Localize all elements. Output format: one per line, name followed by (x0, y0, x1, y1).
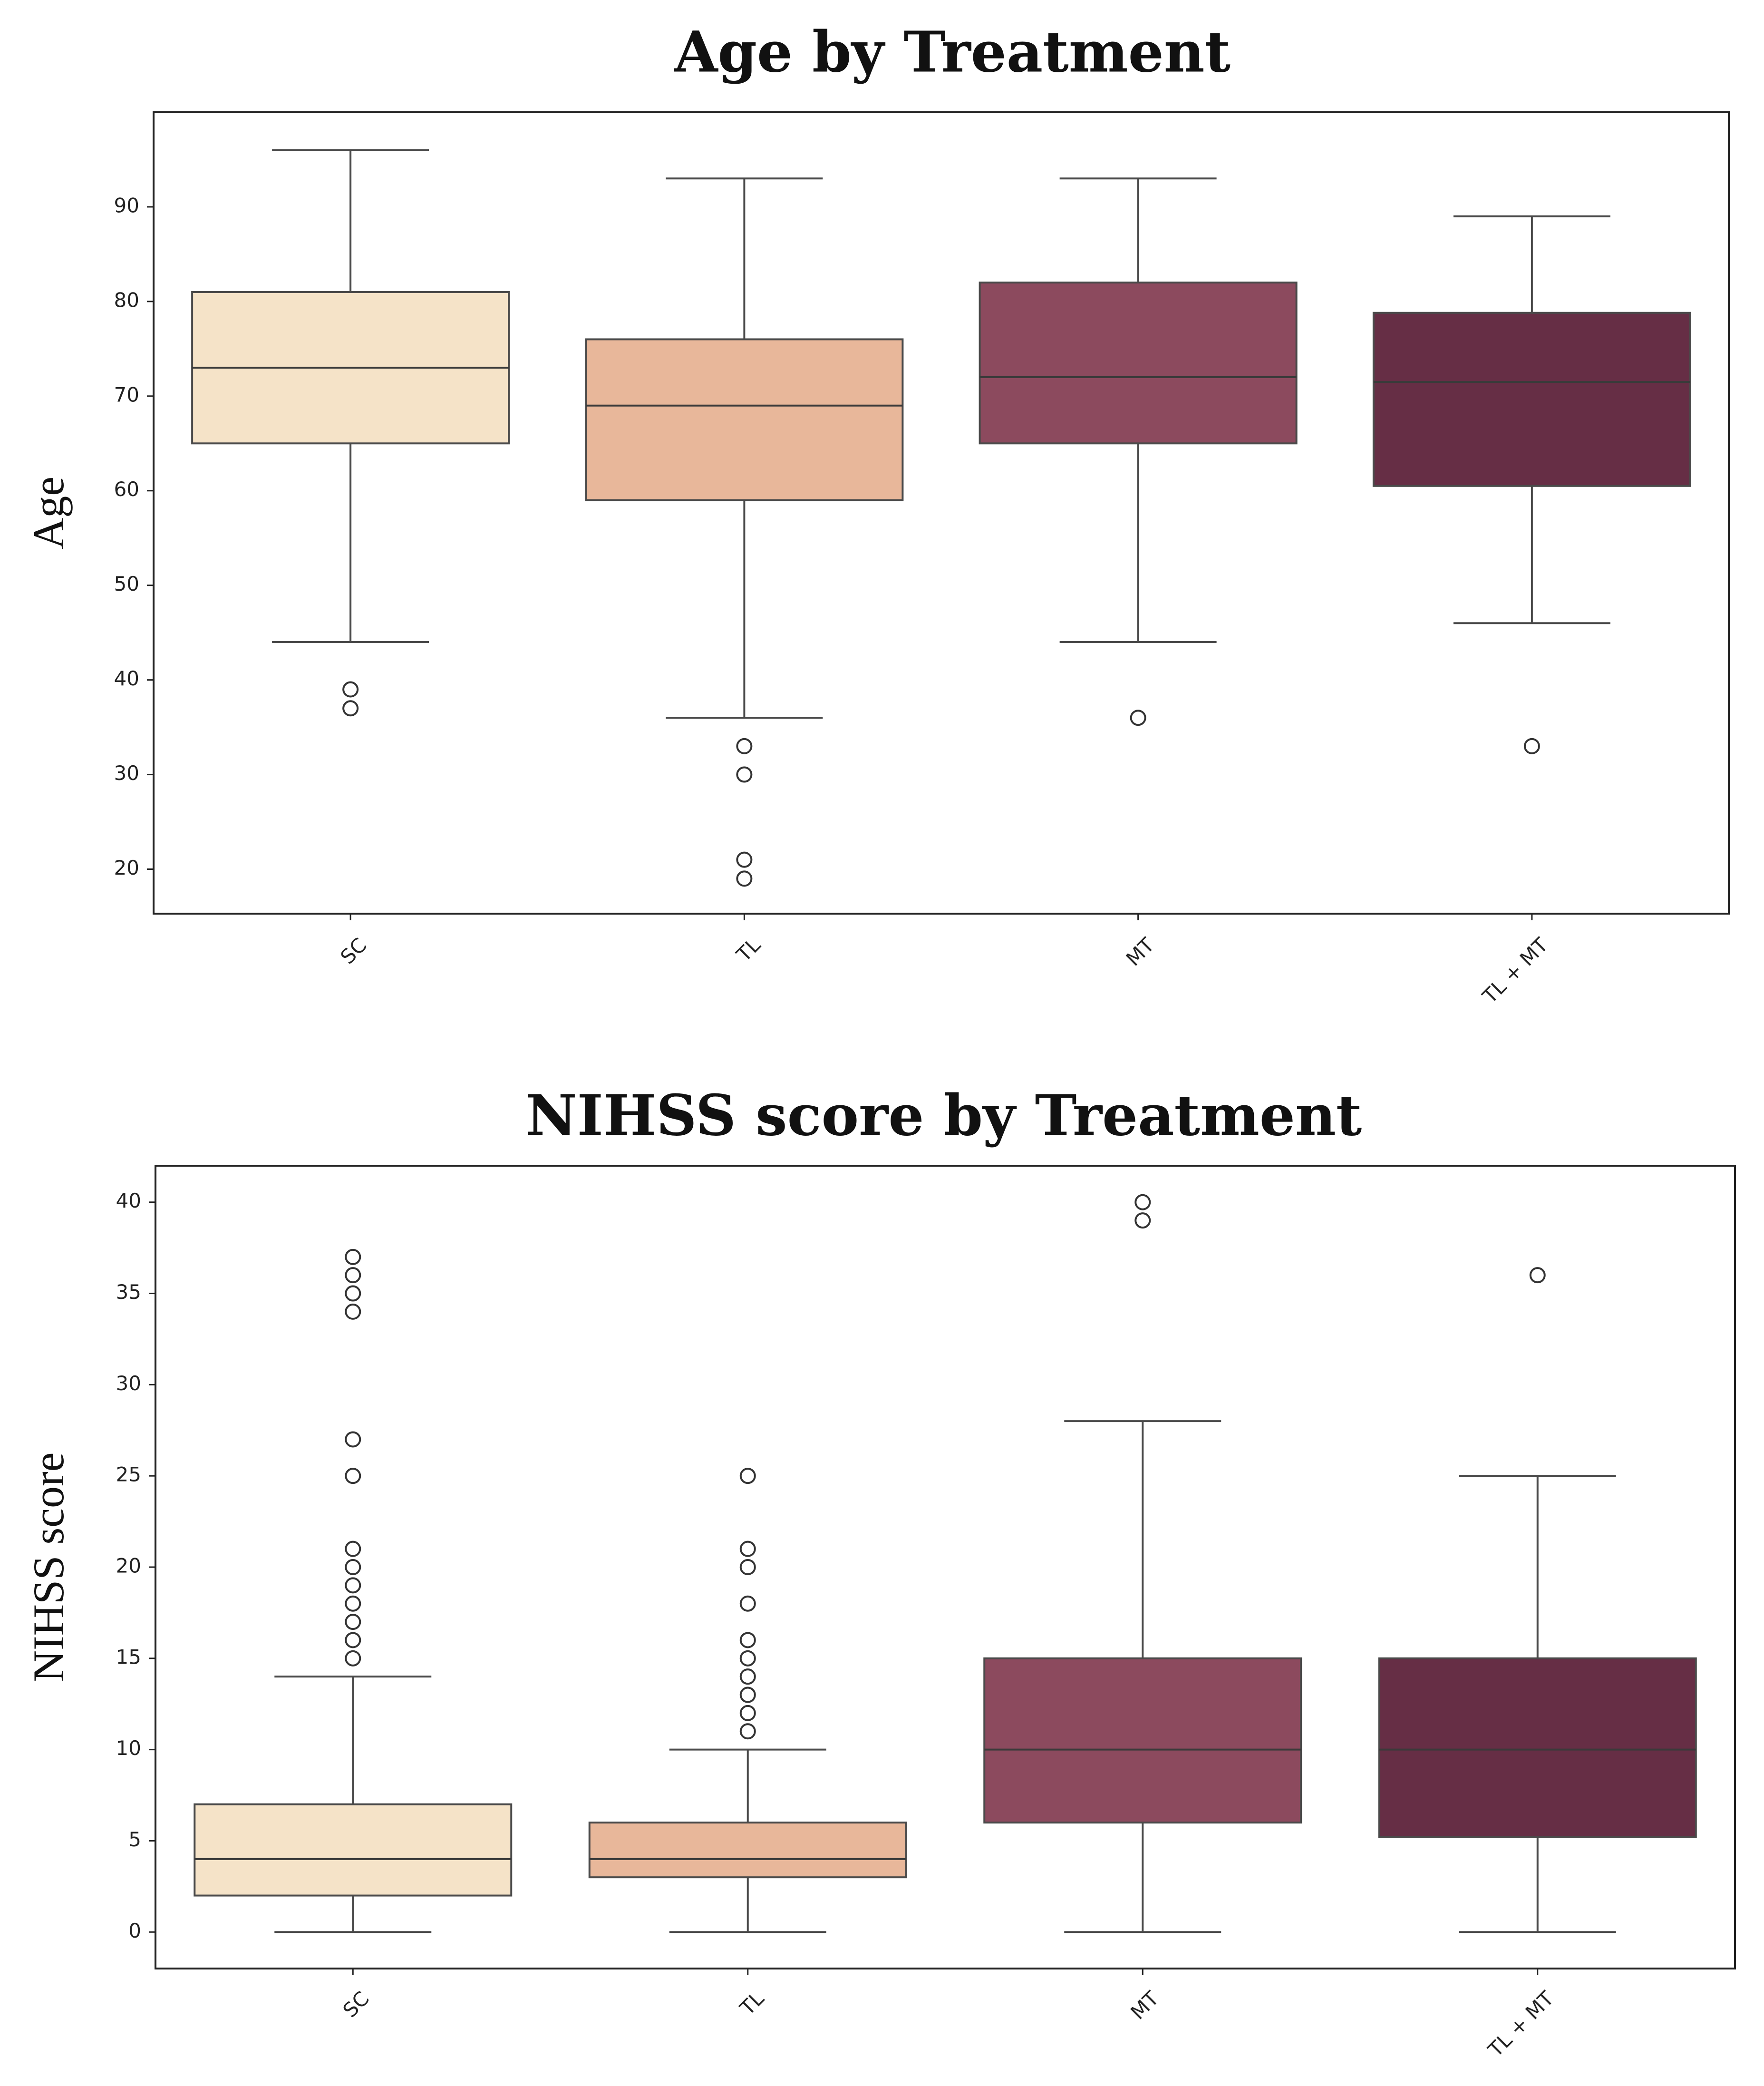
outlier-point (345, 1577, 361, 1594)
outlier-point (1134, 1194, 1151, 1210)
iqr-box (979, 282, 1298, 445)
outlier-point (1130, 710, 1146, 726)
y-tick-label: 50 (114, 572, 139, 595)
outlier-point (739, 1595, 756, 1612)
y-tick-label: 60 (114, 478, 139, 501)
outlier-point (736, 870, 753, 887)
iqr-box (1378, 1657, 1697, 1838)
outlier-point (739, 1723, 756, 1740)
y-tick-label: 80 (114, 288, 139, 312)
outlier-point (736, 766, 753, 783)
outlier-point (736, 851, 753, 868)
box-tl (585, 177, 904, 887)
x-tick-label: MT (1122, 933, 1159, 971)
outlier-point (739, 1559, 756, 1575)
outlier-point (345, 1431, 361, 1448)
chart-title: NIHSS score by Treatment (526, 1082, 1362, 1149)
y-tick-label: 5 (128, 1828, 141, 1851)
y-axis-label: Age (24, 477, 73, 549)
iqr-box (194, 1803, 513, 1897)
plot-frame (155, 1165, 1736, 1969)
y-tick-label: 40 (116, 1189, 141, 1212)
outlier-point (345, 1540, 361, 1557)
iqr-box (585, 338, 904, 501)
outlier-point (345, 1595, 361, 1612)
box-tl-mt (1378, 1267, 1697, 1933)
outlier-point (345, 1303, 361, 1320)
plot-frame (153, 111, 1730, 915)
y-tick-label: 0 (128, 1919, 141, 1942)
outlier-point (739, 1632, 756, 1648)
box-sc (191, 149, 510, 717)
outlier-point (345, 1650, 361, 1667)
iqr-box (588, 1822, 907, 1879)
x-tick-label: SC (338, 1987, 373, 2022)
outlier-point (739, 1686, 756, 1703)
x-tick-label: TL + MT (1478, 933, 1553, 1008)
outlier-point (1529, 1267, 1546, 1284)
y-tick-label: 70 (114, 383, 139, 406)
x-tick-label: TL (732, 933, 765, 966)
chart-title: Age by Treatment (674, 19, 1231, 85)
y-tick-label: 90 (114, 194, 139, 217)
outlier-point (345, 1632, 361, 1648)
outlier-point (345, 1614, 361, 1630)
outlier-point (739, 1668, 756, 1685)
iqr-box (983, 1657, 1302, 1824)
y-tick-label: 15 (116, 1645, 141, 1668)
y-tick-label: 30 (114, 761, 139, 785)
outlier-point (739, 1540, 756, 1557)
outlier-point (345, 1468, 361, 1484)
y-tick-label: 25 (116, 1463, 141, 1486)
outlier-point (342, 700, 359, 717)
y-tick-label: 30 (116, 1372, 141, 1395)
box-mt (983, 1194, 1302, 1933)
box-mt (979, 177, 1298, 726)
outlier-point (345, 1559, 361, 1575)
y-tick-label: 20 (116, 1554, 141, 1578)
y-axis-label: NIHSS score (24, 1452, 73, 1682)
outlier-point (736, 738, 753, 754)
y-tick-label: 40 (114, 667, 139, 690)
y-tick-label: 35 (116, 1280, 141, 1304)
outlier-point (739, 1650, 756, 1667)
outlier-point (1134, 1212, 1151, 1229)
x-tick-label: TL (735, 1987, 768, 2020)
outlier-point (1523, 738, 1540, 754)
x-tick-label: TL + MT (1483, 1987, 1559, 2062)
y-tick-label: 10 (116, 1736, 141, 1760)
box-tl-mt (1372, 215, 1691, 754)
iqr-box (1372, 312, 1691, 487)
y-tick-label: 20 (114, 856, 139, 879)
x-tick-label: SC (336, 933, 371, 968)
x-tick-label: MT (1126, 1987, 1163, 2024)
outlier-point (345, 1267, 361, 1284)
chart-1: Age by Treatment Age 20 30 40 50 60 70 80 90 SC TL M… (24, 19, 1730, 1008)
box-tl (588, 1468, 907, 1933)
chart-2: NIHSS score by Treatment NIHSS score 0 5 10 1… (24, 1082, 1736, 2062)
outlier-point (345, 1285, 361, 1302)
outlier-point (739, 1705, 756, 1721)
outlier-point (345, 1248, 361, 1265)
outlier-point (739, 1468, 756, 1484)
outlier-point (342, 681, 359, 698)
box-sc (194, 1248, 513, 1933)
